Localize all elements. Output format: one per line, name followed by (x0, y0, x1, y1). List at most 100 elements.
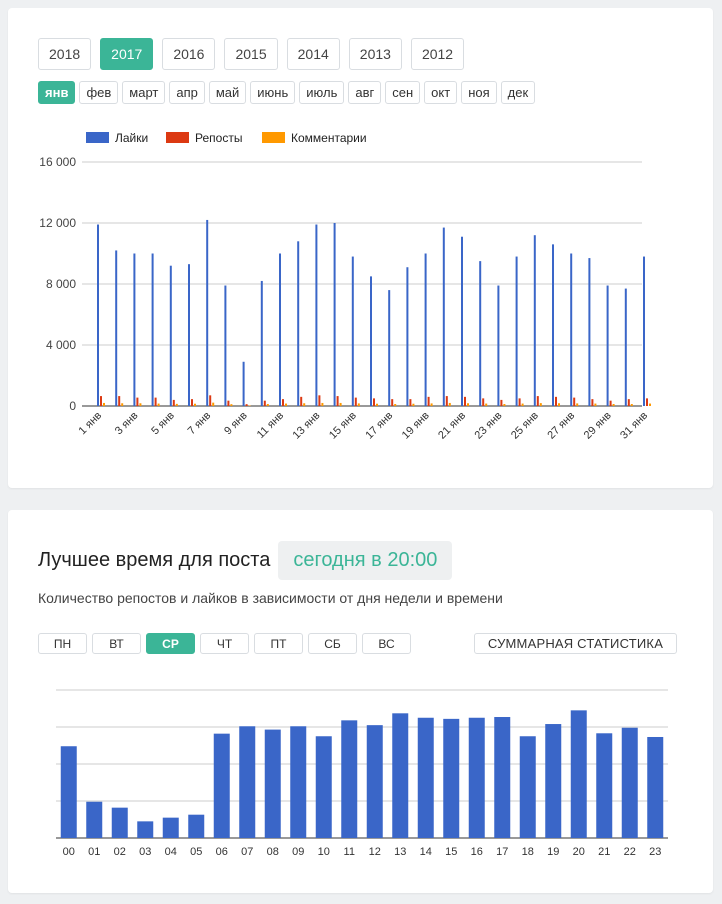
weekday-button-1[interactable]: ВТ (92, 633, 141, 654)
likes-bar-22 (479, 261, 482, 406)
year-button-6[interactable]: 2012 (410, 38, 465, 70)
hour-label-08: 08 (267, 846, 279, 858)
hour-bar-21 (596, 733, 613, 838)
hour-bar-06 (213, 733, 230, 838)
comments-bar-21 (467, 403, 469, 406)
reposts-bar-22 (482, 398, 485, 406)
hour-label-18: 18 (522, 846, 534, 858)
x-tick-label-19: 19 янв (400, 410, 432, 442)
comments-bar-29 (612, 404, 615, 406)
summary-stats-button[interactable]: СУММАРНАЯ СТАТИСТИКА (474, 633, 677, 654)
hour-label-23: 23 (649, 846, 661, 858)
hour-bar-20 (570, 710, 587, 838)
x-tick-label-27: 27 янв (545, 410, 577, 442)
legend-label-1: Репосты (195, 131, 242, 145)
year-button-0[interactable]: 2018 (38, 38, 92, 70)
legend-swatch-2 (262, 132, 285, 143)
monthly-stats-card: 2018 2017 2016 2015 2014 2013 2012 янв фев март а… (8, 8, 713, 488)
comments-bar-18 (412, 403, 415, 406)
comments-bar-5 (175, 403, 178, 406)
y-tick-label-2: 8 000 (46, 277, 76, 291)
weekday-button-3[interactable]: ЧТ (200, 633, 249, 654)
hour-label-03: 03 (139, 846, 151, 858)
best-time-card: Лучшее время для поста сегодня в 20:00 К… (8, 510, 713, 893)
month-selector: янв фев март апр май июнь июль авг сен окт ноя дек (38, 81, 539, 104)
weekday-button-5[interactable]: СБ (308, 633, 357, 654)
reposts-bar-21 (464, 396, 466, 406)
hour-label-14: 14 (420, 846, 432, 858)
likes-bar-27 (570, 253, 573, 406)
month-button-4[interactable]: май (208, 81, 247, 104)
comments-bar-19 (430, 403, 433, 406)
reposts-bar-6 (191, 399, 193, 406)
hourly-activity-chart: 00 01 02 03 04 05 06 07 08 09 10 11 12 13 14 15 16 17 18 19… (56, 689, 668, 858)
reposts-bar-3 (136, 397, 139, 406)
likes-bar-24 (515, 256, 518, 406)
hour-bar-10 (315, 736, 332, 838)
reposts-bar-16 (373, 398, 375, 406)
weekday-button-4[interactable]: ПТ (254, 633, 303, 654)
x-tick-label-7: 7 янв (186, 410, 214, 438)
likes-bar-21 (461, 236, 463, 406)
reposts-bar-13 (318, 395, 321, 406)
month-button-1[interactable]: фев (79, 81, 119, 104)
hour-bar-23 (647, 736, 664, 838)
comments-bar-24 (521, 403, 524, 406)
likes-bar-9 (242, 361, 245, 406)
hour-label-07: 07 (241, 846, 253, 858)
likes-bar-18 (406, 267, 409, 406)
likes-bar-25 (533, 235, 536, 406)
hour-label-16: 16 (471, 846, 483, 858)
x-tick-label-15: 15 янв (327, 410, 359, 442)
likes-bar-17 (388, 290, 391, 406)
best-time-header: Лучшее время для поста сегодня в 20:00 (38, 541, 453, 580)
weekday-button-0[interactable]: ПН (38, 633, 87, 654)
likes-bar-10 (260, 280, 263, 406)
year-button-1[interactable]: 2017 (100, 38, 154, 70)
hour-bar-05 (188, 814, 205, 838)
month-button-8[interactable]: сен (385, 81, 421, 104)
reposts-bar-29 (609, 400, 612, 406)
year-button-5[interactable]: 2013 (348, 38, 402, 70)
month-button-10[interactable]: ноя (461, 81, 497, 104)
reposts-bar-4 (154, 397, 157, 406)
weekday-button-6[interactable]: ВС (362, 633, 411, 654)
x-tick-label-3: 3 янв (113, 410, 141, 438)
comments-bar-6 (194, 403, 196, 406)
weekday-button-2[interactable]: СР (146, 633, 195, 654)
likes-bar-1 (97, 224, 99, 406)
month-button-9[interactable]: окт (424, 81, 458, 104)
likes-bar-8 (224, 285, 227, 406)
comments-bar-3 (139, 403, 142, 406)
comments-bar-30 (630, 404, 633, 406)
comments-bar-11 (285, 403, 287, 406)
comments-bar-2 (121, 403, 124, 406)
month-button-7[interactable]: авг (348, 81, 382, 104)
hour-bar-09 (290, 726, 307, 838)
likes-bar-20 (442, 227, 445, 406)
year-button-3[interactable]: 2015 (224, 38, 278, 70)
month-button-3[interactable]: апр (169, 81, 205, 104)
likes-bar-6 (188, 264, 190, 406)
month-button-11[interactable]: дек (500, 81, 536, 104)
x-tick-label-21: 21 янв (436, 410, 468, 442)
month-button-5[interactable]: июнь (250, 81, 296, 104)
comments-bar-31 (649, 403, 651, 406)
hour-label-04: 04 (165, 846, 177, 858)
hour-label-20: 20 (573, 846, 585, 858)
year-selector: 2018 2017 2016 2015 2014 2013 2012 (38, 38, 473, 70)
hour-bar-18 (519, 736, 536, 838)
hour-bar-13 (392, 713, 409, 838)
x-tick-label-29: 29 янв (582, 410, 614, 442)
month-button-0[interactable]: янв (38, 81, 76, 104)
reposts-bar-8 (227, 400, 230, 406)
year-button-4[interactable]: 2014 (286, 38, 340, 70)
likes-bar-16 (370, 276, 372, 406)
month-button-2[interactable]: март (122, 81, 166, 104)
hour-bar-07 (239, 726, 256, 838)
month-button-6[interactable]: июль (299, 81, 345, 104)
legend-swatch-1 (166, 132, 189, 143)
year-button-2[interactable]: 2016 (162, 38, 216, 70)
likes-bar-31 (643, 256, 645, 406)
comments-bar-22 (485, 403, 488, 406)
